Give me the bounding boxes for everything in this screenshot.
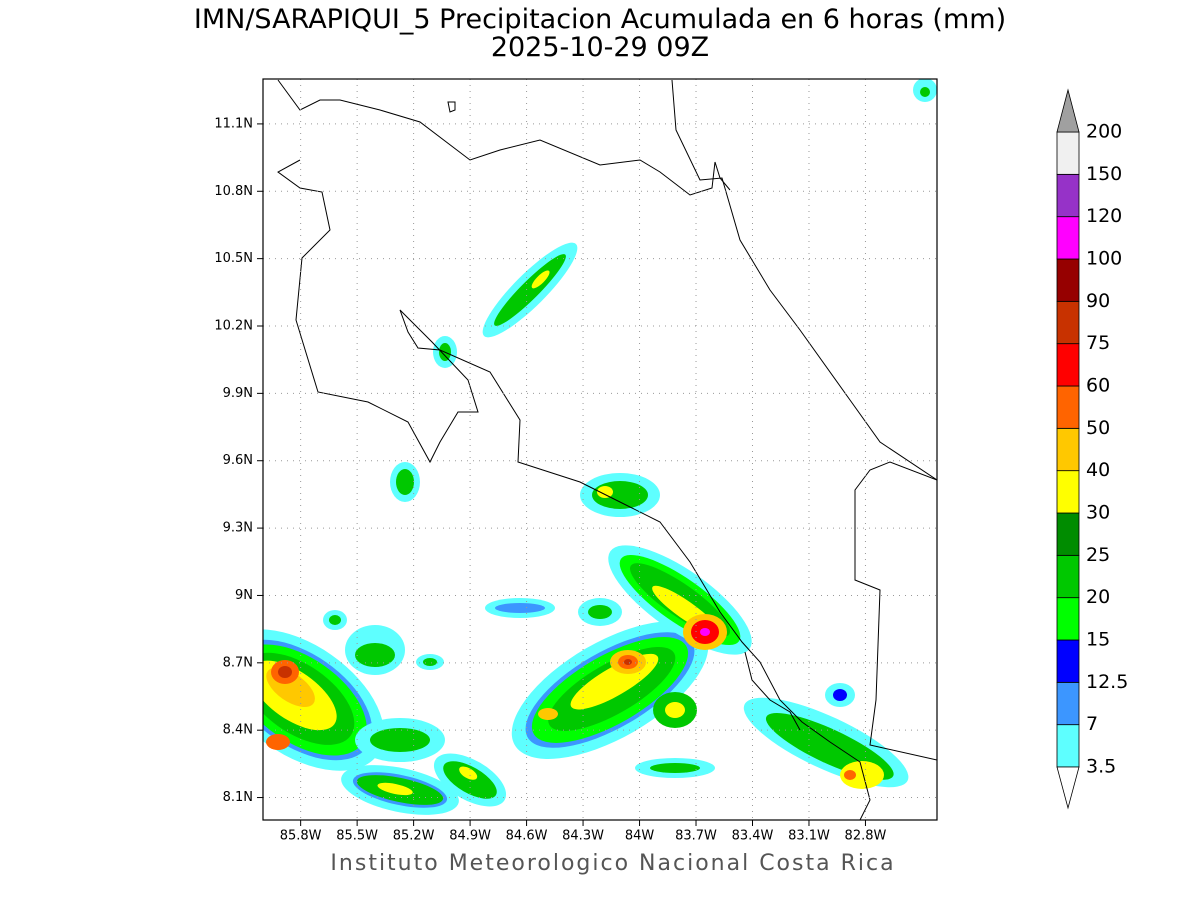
- lon-tick-label: 83.1W: [788, 829, 830, 844]
- colorbar-band: [1056, 597, 1080, 641]
- lat-tick-label: 8.1N: [223, 790, 253, 805]
- colorbar-label: 90: [1086, 290, 1110, 312]
- colorbar-label: 7: [1086, 713, 1098, 735]
- colorbar-band: [1056, 427, 1080, 472]
- colorbar-label: 100: [1086, 248, 1122, 270]
- colorbar-band: [1056, 724, 1080, 768]
- precipitation-field: [263, 79, 937, 815]
- lat-tick-label: 11.1N: [214, 116, 253, 131]
- colorbar-band: [1056, 512, 1080, 556]
- colorbar-label: 200: [1086, 121, 1122, 143]
- lat-tick-label: 10.5N: [214, 251, 253, 266]
- lon-tick-label: 85.8W: [280, 829, 322, 844]
- colorbar-label: 60: [1086, 375, 1110, 397]
- colorbar-over: [1056, 88, 1080, 133]
- colorbar-label: 75: [1086, 332, 1110, 354]
- lon-tick-label: 83.4W: [732, 829, 774, 844]
- colorbar-band: [1056, 385, 1080, 429]
- colorbar-band: [1056, 216, 1080, 260]
- colorbar-band: [1056, 300, 1080, 345]
- lon-tick-label: 84.3W: [562, 829, 604, 844]
- lon-tick-label: 85.5W: [336, 829, 378, 844]
- lat-tick-label: 9.6N: [223, 453, 253, 468]
- lon-tick-label: 84W: [625, 829, 655, 844]
- colorbar-label: 15: [1086, 629, 1110, 651]
- colorbar-band: [1056, 131, 1080, 175]
- colorbar-under: [1056, 766, 1080, 810]
- colorbar-band: [1056, 470, 1080, 514]
- colorbar-label: 3.5: [1086, 756, 1116, 778]
- map-subtitle: 2025-10-29 09Z: [491, 32, 709, 63]
- lat-tick-label: 9.9N: [223, 386, 253, 401]
- colorbar-band: [1056, 173, 1080, 218]
- colorbar-label: 20: [1086, 586, 1110, 608]
- lon-tick-label: 85.2W: [393, 829, 435, 844]
- lon-tick-label: 84.9W: [449, 829, 491, 844]
- colorbar-band: [1056, 258, 1080, 302]
- lat-tick-label: 9.3N: [223, 521, 253, 536]
- colorbar-band: [1056, 554, 1080, 599]
- lat-tick-label: 9N: [235, 588, 253, 603]
- colorbar-label: 50: [1086, 417, 1110, 439]
- lon-tick-label: 82.8W: [845, 829, 887, 844]
- colorbar-band: [1056, 343, 1080, 387]
- colorbar-label: 30: [1086, 502, 1110, 524]
- colorbar-label: 40: [1086, 459, 1110, 481]
- lat-tick-label: 8.4N: [223, 723, 253, 738]
- graticule: [263, 79, 937, 820]
- map-footer: Instituto Meteorologico Nacional Costa R…: [330, 851, 895, 876]
- colorbar-band: [1056, 639, 1080, 683]
- colorbar-label: 120: [1086, 205, 1122, 227]
- lon-tick-label: 83.7W: [675, 829, 717, 844]
- axis-ticks: 11.1N 10.8N 10.5N 10.2N 9.9N 9.6N 9.3N 9N 8.7N 8.…: [214, 116, 886, 843]
- colorbar-band: [1056, 681, 1080, 726]
- map-title: IMN/SARAPIQUI_5 Precipitacion Acumulada …: [194, 4, 1006, 35]
- colorbar-label: 25: [1086, 544, 1110, 566]
- lat-tick-label: 10.2N: [214, 319, 253, 334]
- lat-tick-label: 10.8N: [214, 184, 253, 199]
- map-frame: [262, 78, 938, 821]
- lat-tick-label: 8.7N: [223, 655, 253, 670]
- lon-tick-label: 84.6W: [506, 829, 548, 844]
- colorbar-label: 150: [1086, 163, 1122, 185]
- colorbar: 3.5 7 12.5 15 20 25 30 40 50 60 75 90 100 120 150 200: [1056, 88, 1128, 810]
- colorbar-label: 12.5: [1086, 671, 1128, 693]
